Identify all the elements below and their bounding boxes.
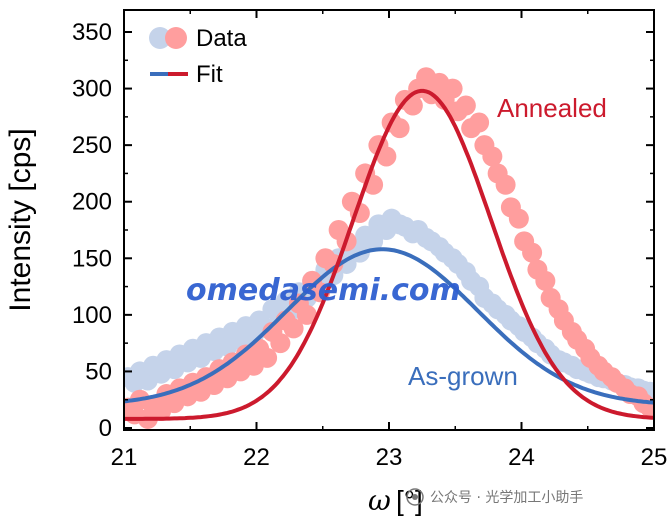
legend: Data Fit [149,25,247,88]
wechat-caption: 公众号 · 光学加工小助手 [406,488,583,506]
annealed-data-point [257,347,278,368]
x-tick-labels: 21 22 23 24 25 [111,444,667,471]
y-tick-label: 0 [99,415,112,442]
annealed-data-point [508,208,529,229]
y-tick-label: 50 [85,358,112,385]
y-tick-labels: 0 50 100 150 200 250 300 350 [72,19,112,442]
x-axis-symbol: ω [368,484,391,517]
annealed-data-point [389,118,410,139]
y-tick-label: 200 [72,189,112,216]
y-tick-label: 350 [72,19,112,46]
annealed-data-point [522,242,543,263]
x-tick-label: 24 [508,444,535,471]
annealed-fit-line [124,88,654,421]
y-axis-label: Intensity [cps] [4,128,37,311]
fit-curves [124,88,654,421]
annealed-data-point [270,333,291,354]
legend-data-label: Data [196,25,247,52]
wechat-icon [406,488,424,506]
legend-fit-label: Fit [196,61,223,88]
x-tick-label: 25 [641,444,667,471]
annealed-data-point [442,78,463,99]
annealed-annotation: Annealed [497,93,607,123]
as-grown-data-point [363,231,384,252]
y-tick-label: 300 [72,76,112,103]
legend-data-marker-blue [149,27,171,49]
annealed-data-point [455,95,476,116]
x-tick-label: 21 [111,444,138,471]
watermark-text: omedasemi.com [186,273,461,308]
annealed-data-point [469,112,490,133]
annealed-data-point [495,174,516,195]
y-tick-label: 100 [72,302,112,329]
y-tick-label: 250 [72,132,112,159]
annealed-data-point [283,318,304,339]
annealed-data-point [482,146,503,167]
y-tick-label: 150 [72,245,112,272]
wechat-caption-text: 公众号 · 光学加工小助手 [430,490,583,506]
annealed-data-point [376,146,397,167]
legend-data-marker-red [165,27,187,49]
asgrown-annotation: As-grown [408,361,518,391]
axis-ticks [123,10,655,430]
annealed-data-point [296,304,317,325]
annealed-data-point [535,270,556,291]
x-tick-label: 22 [243,444,270,471]
x-tick-label: 23 [376,444,403,471]
